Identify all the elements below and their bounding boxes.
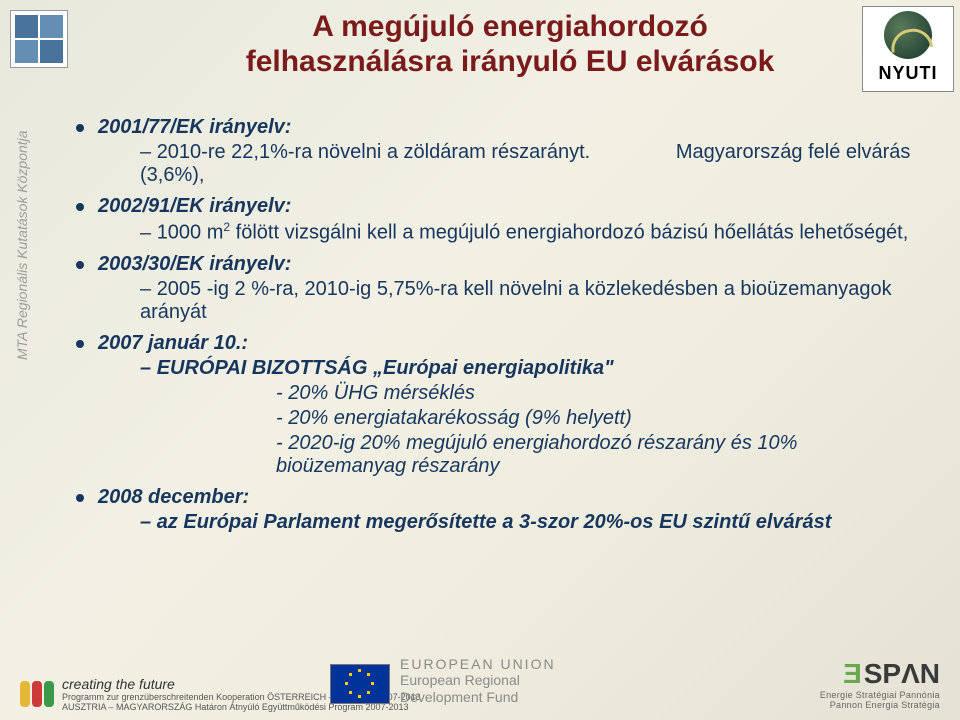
rk-logo-icon [10, 10, 68, 68]
eu-line2: European Regional [400, 672, 556, 689]
content-block: 2001/77/EK irányelv: 2010-re 22,1%-ra nö… [76, 108, 936, 536]
bullet-2008-sub: az Európai Parlament megerősítette a 3-s… [140, 511, 936, 534]
bullet-2007-sub: EURÓPAI BIZOTTSÁG „Európai energiapoliti… [140, 357, 936, 380]
title-line1: A megújuló energiahordozó [312, 10, 708, 43]
bullet-2003-30-ek: 2003/30/EK irányelv: [76, 253, 936, 276]
espan-brand-rest: SPΛN [864, 658, 940, 690]
leaf-icon: Ǝ [843, 658, 862, 690]
eu-flag-icon [330, 664, 390, 704]
bullet-2007-jan: 2007 január 10.: [76, 332, 936, 355]
title-line2: felhasználásra irányuló EU elvárások [246, 45, 775, 78]
slide-root: NYUTI A megújuló energiahordozó felhaszn… [0, 0, 960, 720]
bullet-head: 2008 december: [98, 486, 249, 508]
bullet-icon [76, 494, 84, 502]
nyuti-label: NYUTI [879, 63, 938, 84]
sidebar-org-label: MTA Regionális Kutatások Központja [14, 130, 30, 360]
bullet-icon [76, 261, 84, 269]
bullet-icon [76, 203, 84, 211]
bullet-2008-dec: 2008 december: [76, 486, 936, 509]
bullet-2007-l2: - 20% energiatakarékosság (9% helyett) [276, 407, 936, 430]
creating-future-icon [20, 681, 54, 707]
sub-text: 2010-re 22,1%-ra növelni a zöldáram rész… [157, 141, 591, 163]
bullet-head: 2007 január 10.: [98, 332, 248, 354]
espan-sub2: Pannon Energia Stratégia [830, 700, 940, 710]
bullet-head: 2003/30/EK irányelv: [98, 253, 291, 275]
bullet-2001-77-ek: 2001/77/EK irányelv: [76, 116, 936, 139]
nyuti-logo: NYUTI [862, 6, 954, 92]
eu-line3: Development Fund [400, 689, 556, 706]
eu-line1: EUROPEAN UNION [400, 656, 556, 673]
sub-pre: 1000 m [157, 222, 224, 244]
bullet-2003-sub: 2005 -ig 2 %-ra, 2010-ig 5,75%-ra kell n… [140, 278, 936, 324]
rk-logo [10, 10, 70, 70]
eu-text: EUROPEAN UNION European Regional Develop… [400, 656, 556, 706]
globe-icon [884, 11, 932, 59]
bullet-2002-91-ek: 2002/91/EK irányelv: [76, 195, 936, 218]
espan-logo-block: ƎSPΛN Energie Stratégiai Pannónia Pannon… [820, 658, 940, 710]
footer: creating the future Programm zur grenzüb… [0, 630, 960, 720]
bullet-2002-sub: 1000 m2 fölött vizsgálni kell a megújuló… [140, 220, 936, 245]
bullet-2007-l1: - 20% ÜHG mérséklés [276, 382, 936, 405]
bullet-head: 2001/77/EK irányelv: [98, 116, 291, 138]
bullet-2007-l3: - 2020-ig 20% megújuló energiahordozó ré… [276, 432, 916, 478]
bullet-head: 2002/91/EK irányelv: [98, 195, 291, 217]
page-title: A megújuló energiahordozó felhasználásra… [190, 10, 830, 79]
espan-sub1: Energie Stratégiai Pannónia [820, 690, 940, 700]
espan-logo: ƎSPΛN [843, 658, 940, 690]
sub-post: fölött vizsgálni kell a megújuló energia… [230, 222, 908, 244]
bullet-2001-sub: 2010-re 22,1%-ra növelni a zöldáram rész… [140, 141, 936, 187]
bullet-icon [76, 340, 84, 348]
bullet-icon [76, 124, 84, 132]
